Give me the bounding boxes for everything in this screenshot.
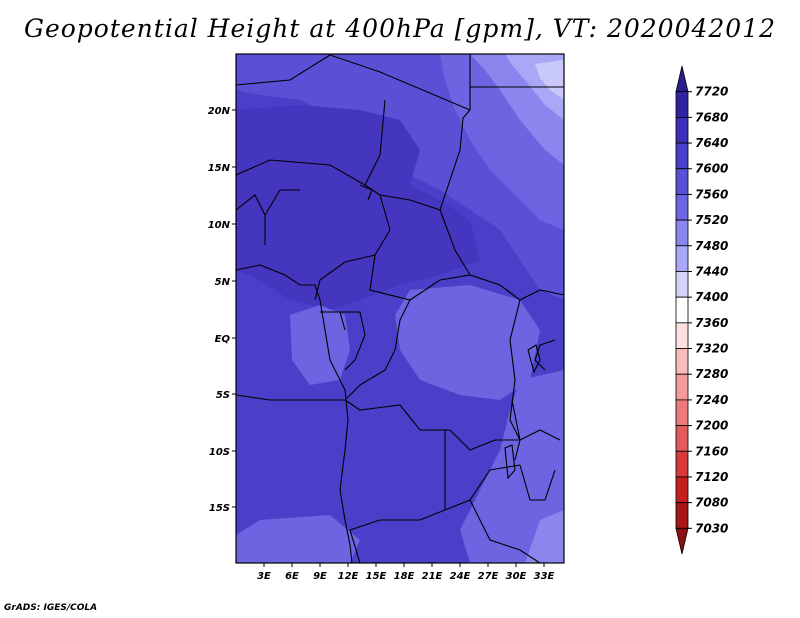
colorbar-segment xyxy=(675,116,689,144)
latitude-labels: 20N 15N 10N 5N EQ 5S 10S 15S xyxy=(208,106,231,514)
longitude-labels: 3E 6E 9E 12E 15E 18E 21E 24E 27E 30E 33E xyxy=(257,571,554,582)
map-title: Geopotential Height at 400hPa [gpm], VT:… xyxy=(23,14,777,43)
field-contour-gabon xyxy=(290,305,350,385)
colorbar-label: 7240 xyxy=(695,393,728,407)
colorbar-segment xyxy=(675,194,689,221)
lon-label: 24E xyxy=(450,571,471,582)
lat-label: 5S xyxy=(216,390,230,401)
lat-label: 15N xyxy=(208,163,231,174)
lat-label: 5N xyxy=(215,277,231,288)
lon-label: 9E xyxy=(313,571,327,582)
colorbar-label: 7320 xyxy=(695,342,728,356)
colorbar-label: 7080 xyxy=(695,496,728,510)
lon-label: 3E xyxy=(257,571,271,582)
colorbar: 7720 7680 7640 7600 7560 7520 7480 7440 7400 7360… xyxy=(675,65,728,555)
colorbar-segment xyxy=(675,245,689,272)
coastline xyxy=(236,184,541,563)
colorbar-segment xyxy=(675,373,689,401)
colorbar-segment xyxy=(675,271,689,298)
field-contour-sahel-deep xyxy=(236,105,480,310)
lon-label: 21E xyxy=(422,571,443,582)
field-contour-se-pale xyxy=(525,510,564,563)
field-contour-south xyxy=(236,515,360,563)
lon-label: 15E xyxy=(366,571,387,582)
field-contour-congo xyxy=(395,285,540,400)
country-boundaries xyxy=(236,54,564,563)
colorbar-label: 7600 xyxy=(695,162,728,176)
colorbar-label: 7160 xyxy=(695,444,728,458)
colorbar-label: 7680 xyxy=(695,110,728,124)
colorbar-segment xyxy=(675,91,689,118)
colorbar-segment xyxy=(675,450,689,478)
colorbar-bottom-triangle xyxy=(675,527,689,555)
lon-label: 30E xyxy=(506,571,527,582)
lon-label: 33E xyxy=(534,571,555,582)
colorbar-label: 7030 xyxy=(695,521,728,535)
map-frame xyxy=(235,53,565,564)
lat-label: 15S xyxy=(209,503,230,514)
colorbar-label: 7400 xyxy=(695,290,728,304)
lat-label: 20N xyxy=(208,106,231,117)
lon-label: 27E xyxy=(478,571,499,582)
colorbar-segment xyxy=(675,168,689,195)
grads-credit: GrADS: IGES/COLA xyxy=(4,603,98,613)
field-contour-ne-whitish xyxy=(535,60,564,100)
colorbar-label: 7720 xyxy=(695,85,728,99)
colorbar-label: 7200 xyxy=(695,419,728,433)
colorbar-top-triangle xyxy=(675,65,689,93)
colorbar-label: 7480 xyxy=(695,239,728,253)
colorbar-segment xyxy=(675,399,689,426)
map-panel: 20N 15N 10N 5N EQ 5S 10S 15S 3E 6E 9E 12… xyxy=(208,53,565,582)
colorbar-label: 7360 xyxy=(695,316,728,330)
colorbar-segment xyxy=(675,425,689,452)
colorbar-segment xyxy=(675,219,689,247)
colorbar-segment xyxy=(675,476,689,504)
lat-label: 10N xyxy=(208,220,231,231)
colorbar-segment xyxy=(675,348,689,375)
colorbar-segment xyxy=(675,142,689,170)
colorbar-label: 7560 xyxy=(695,187,728,201)
lat-label: EQ xyxy=(215,334,231,345)
colorbar-label: 7280 xyxy=(695,367,728,381)
lon-label: 6E xyxy=(285,571,299,582)
lon-label: 18E xyxy=(394,571,415,582)
colorbar-segment xyxy=(675,322,689,349)
colorbar-label: 7520 xyxy=(695,213,728,227)
colorbar-label: 7440 xyxy=(695,264,728,278)
lat-label: 10S xyxy=(209,447,230,458)
colorbar-label: 7120 xyxy=(695,470,728,484)
axis-ticks xyxy=(232,109,545,567)
lon-label: 12E xyxy=(338,571,359,582)
colorbar-label: 7640 xyxy=(695,136,728,150)
colorbar-segment xyxy=(675,296,689,324)
colorbar-segment xyxy=(675,502,689,529)
